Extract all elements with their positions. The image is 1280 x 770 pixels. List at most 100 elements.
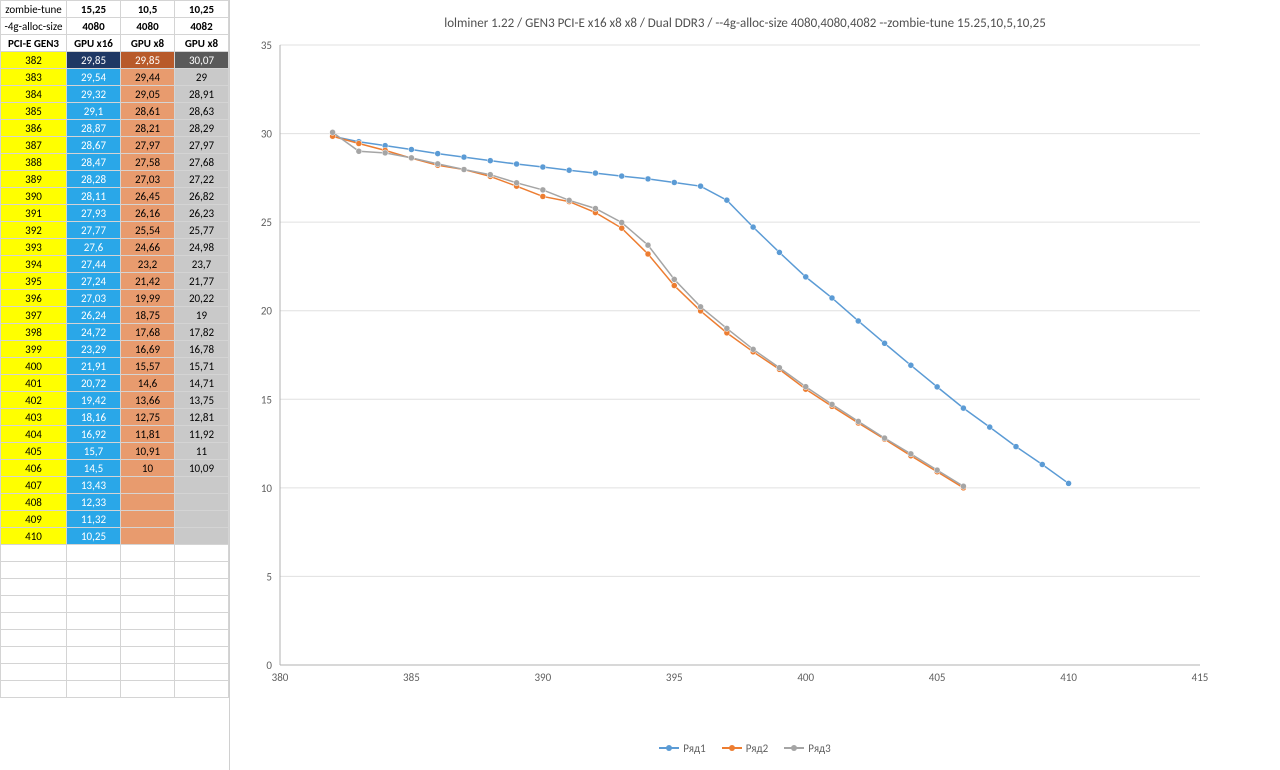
cell[interactable] bbox=[67, 681, 121, 698]
cell[interactable] bbox=[175, 545, 229, 562]
s3-cell[interactable]: 11,92 bbox=[175, 426, 229, 443]
s3-cell[interactable] bbox=[175, 494, 229, 511]
s3-cell[interactable]: 25,77 bbox=[175, 222, 229, 239]
cell[interactable] bbox=[67, 630, 121, 647]
line-chart[interactable]: 05101520253035380385390395400405410415 bbox=[240, 35, 1220, 735]
epoch-cell[interactable]: 399 bbox=[1, 341, 67, 358]
s1-cell[interactable]: 19,42 bbox=[67, 392, 121, 409]
hdr-val[interactable]: GPU x8 bbox=[175, 35, 229, 52]
s2-cell[interactable]: 18,75 bbox=[121, 307, 175, 324]
s3-cell[interactable]: 19 bbox=[175, 307, 229, 324]
s2-cell[interactable]: 28,61 bbox=[121, 103, 175, 120]
s1-cell[interactable]: 11,32 bbox=[67, 511, 121, 528]
epoch-cell[interactable]: 387 bbox=[1, 137, 67, 154]
s2-cell[interactable]: 24,66 bbox=[121, 239, 175, 256]
s3-cell[interactable]: 26,23 bbox=[175, 205, 229, 222]
s2-cell[interactable] bbox=[121, 511, 175, 528]
epoch-cell[interactable]: 393 bbox=[1, 239, 67, 256]
s3-cell[interactable]: 23,7 bbox=[175, 256, 229, 273]
cell[interactable] bbox=[121, 596, 175, 613]
s1-cell[interactable]: 23,29 bbox=[67, 341, 121, 358]
s3-cell[interactable]: 24,98 bbox=[175, 239, 229, 256]
epoch-cell[interactable]: 404 bbox=[1, 426, 67, 443]
s2-cell[interactable] bbox=[121, 477, 175, 494]
cell[interactable] bbox=[121, 613, 175, 630]
cell[interactable] bbox=[175, 596, 229, 613]
s3-cell[interactable]: 13,75 bbox=[175, 392, 229, 409]
s1-cell[interactable]: 12,33 bbox=[67, 494, 121, 511]
cell[interactable] bbox=[67, 613, 121, 630]
cell[interactable] bbox=[175, 613, 229, 630]
s3-cell[interactable]: 26,82 bbox=[175, 188, 229, 205]
cell[interactable] bbox=[67, 562, 121, 579]
epoch-cell[interactable]: 391 bbox=[1, 205, 67, 222]
epoch-cell[interactable]: 401 bbox=[1, 375, 67, 392]
cell[interactable] bbox=[175, 562, 229, 579]
s3-cell[interactable]: 11 bbox=[175, 443, 229, 460]
cell[interactable] bbox=[1, 579, 67, 596]
hdr-val[interactable]: 15,25 bbox=[67, 1, 121, 18]
s2-cell[interactable]: 29,85 bbox=[121, 52, 175, 69]
cell[interactable] bbox=[1, 613, 67, 630]
hdr-val[interactable]: GPU x8 bbox=[121, 35, 175, 52]
epoch-cell[interactable]: 409 bbox=[1, 511, 67, 528]
s1-cell[interactable]: 27,77 bbox=[67, 222, 121, 239]
s1-cell[interactable]: 28,87 bbox=[67, 120, 121, 137]
s2-cell[interactable]: 25,54 bbox=[121, 222, 175, 239]
s3-cell[interactable]: 28,91 bbox=[175, 86, 229, 103]
cell[interactable] bbox=[67, 647, 121, 664]
s3-cell[interactable]: 10,09 bbox=[175, 460, 229, 477]
cell[interactable] bbox=[121, 545, 175, 562]
cell[interactable] bbox=[1, 562, 67, 579]
epoch-cell[interactable]: 385 bbox=[1, 103, 67, 120]
s2-cell[interactable]: 10 bbox=[121, 460, 175, 477]
cell[interactable] bbox=[1, 681, 67, 698]
s2-cell[interactable]: 14,6 bbox=[121, 375, 175, 392]
epoch-cell[interactable]: 382 bbox=[1, 52, 67, 69]
legend-item[interactable]: Ряд1 bbox=[659, 742, 706, 755]
s3-cell[interactable]: 16,78 bbox=[175, 341, 229, 358]
s1-cell[interactable]: 29,1 bbox=[67, 103, 121, 120]
hdr-val[interactable]: 4082 bbox=[175, 18, 229, 35]
s2-cell[interactable]: 12,75 bbox=[121, 409, 175, 426]
s3-cell[interactable]: 14,71 bbox=[175, 375, 229, 392]
s2-cell[interactable]: 11,81 bbox=[121, 426, 175, 443]
s2-cell[interactable]: 26,45 bbox=[121, 188, 175, 205]
hdr-val[interactable]: 10,5 bbox=[121, 1, 175, 18]
s3-cell[interactable]: 27,97 bbox=[175, 137, 229, 154]
s3-cell[interactable]: 20,22 bbox=[175, 290, 229, 307]
cell[interactable] bbox=[175, 681, 229, 698]
s1-cell[interactable]: 29,32 bbox=[67, 86, 121, 103]
epoch-cell[interactable]: 405 bbox=[1, 443, 67, 460]
cell[interactable] bbox=[121, 562, 175, 579]
cell[interactable] bbox=[121, 647, 175, 664]
s1-cell[interactable]: 26,24 bbox=[67, 307, 121, 324]
cell[interactable] bbox=[175, 579, 229, 596]
s1-cell[interactable]: 20,72 bbox=[67, 375, 121, 392]
cell[interactable] bbox=[67, 579, 121, 596]
legend-item[interactable]: Ряд3 bbox=[784, 742, 831, 755]
epoch-cell[interactable]: 410 bbox=[1, 528, 67, 545]
s2-cell[interactable] bbox=[121, 494, 175, 511]
data-table[interactable]: zombie-tune15,2510,510,25-4g-alloc-size4… bbox=[0, 0, 230, 770]
cell[interactable] bbox=[121, 664, 175, 681]
s2-cell[interactable]: 23,2 bbox=[121, 256, 175, 273]
cell[interactable] bbox=[67, 664, 121, 681]
s2-cell[interactable]: 17,68 bbox=[121, 324, 175, 341]
s3-cell[interactable]: 12,81 bbox=[175, 409, 229, 426]
s1-cell[interactable]: 27,6 bbox=[67, 239, 121, 256]
s3-cell[interactable]: 29 bbox=[175, 69, 229, 86]
s1-cell[interactable]: 27,93 bbox=[67, 205, 121, 222]
hdr-zombie-tune[interactable]: zombie-tune bbox=[1, 1, 67, 18]
epoch-cell[interactable]: 402 bbox=[1, 392, 67, 409]
s3-cell[interactable]: 30,07 bbox=[175, 52, 229, 69]
s3-cell[interactable]: 15,71 bbox=[175, 358, 229, 375]
s2-cell[interactable]: 13,66 bbox=[121, 392, 175, 409]
s1-cell[interactable]: 14,5 bbox=[67, 460, 121, 477]
s1-cell[interactable]: 29,54 bbox=[67, 69, 121, 86]
epoch-cell[interactable]: 389 bbox=[1, 171, 67, 188]
s1-cell[interactable]: 10,25 bbox=[67, 528, 121, 545]
s3-cell[interactable] bbox=[175, 528, 229, 545]
s2-cell[interactable]: 19,99 bbox=[121, 290, 175, 307]
s1-cell[interactable]: 13,43 bbox=[67, 477, 121, 494]
